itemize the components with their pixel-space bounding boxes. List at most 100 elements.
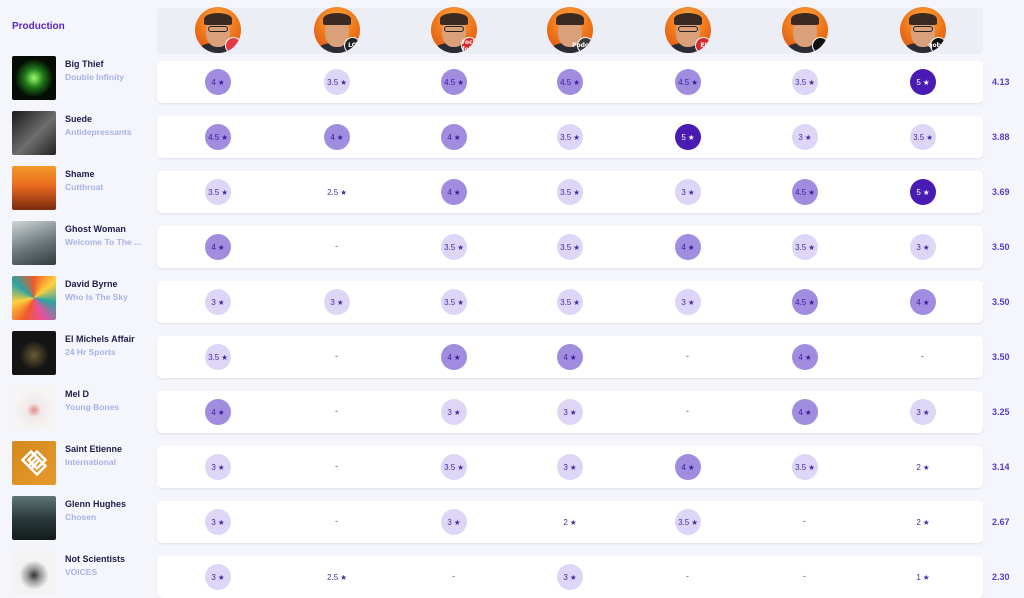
rating-badge[interactable]: 3.5 ★ <box>324 69 350 95</box>
rating-badge[interactable]: 3.5 ★ <box>441 234 467 260</box>
rating-value: 3 <box>211 517 216 527</box>
rating-badge[interactable]: 4 ★ <box>792 399 818 425</box>
album-title[interactable]: Double Infinity <box>65 72 125 82</box>
rating-badge[interactable]: 4 ★ <box>441 179 467 205</box>
rating-badge[interactable]: 3 ★ <box>792 124 818 150</box>
rating-badge[interactable]: 4 ★ <box>441 124 467 150</box>
rating-badge[interactable]: 2 ★ <box>910 454 936 480</box>
reviewer-avatar[interactable]: rock folk <box>431 7 477 53</box>
reviewer-avatar[interactable] <box>195 7 241 53</box>
rating-badge[interactable]: 3.5 ★ <box>557 289 583 315</box>
rating-badge[interactable]: 3.5 ★ <box>792 234 818 260</box>
sketch-cover[interactable] <box>12 551 56 595</box>
rating-badge[interactable]: 3.5 ★ <box>205 179 231 205</box>
album-row[interactable] <box>157 501 983 543</box>
album-title[interactable]: Chosen <box>65 512 97 522</box>
star-icon: ★ <box>457 242 464 252</box>
rating-badge[interactable]: 3 ★ <box>557 564 583 590</box>
rating-badge[interactable]: 3.5 ★ <box>557 234 583 260</box>
reviewer-avatar[interactable]: Podcast <box>547 7 593 53</box>
rating-badge[interactable]: 3 ★ <box>910 234 936 260</box>
rating-badge[interactable]: 4 ★ <box>675 454 701 480</box>
pale-portrait-cover[interactable] <box>12 386 56 430</box>
artist-name[interactable]: Mel D <box>65 389 90 399</box>
album-title[interactable]: VOICES <box>65 567 98 577</box>
rating-badge[interactable]: 4 ★ <box>910 289 936 315</box>
rating-badge[interactable]: 4.5 ★ <box>205 124 231 150</box>
reviewer-avatar[interactable] <box>782 7 828 53</box>
rating-badge[interactable]: 4 ★ <box>441 344 467 370</box>
orange-diamond-cover[interactable] <box>12 441 56 485</box>
artist-name[interactable]: Ghost Woman <box>65 224 126 234</box>
rating-badge[interactable]: 3.5 ★ <box>675 509 701 535</box>
rating-badge[interactable]: 4 ★ <box>557 344 583 370</box>
reviewer-avatar[interactable]: EJ <box>665 7 711 53</box>
star-icon: ★ <box>336 297 344 307</box>
green-orb-cover[interactable] <box>12 56 56 100</box>
rating-badge[interactable]: 3.5 ★ <box>792 69 818 95</box>
reviewer-avatar[interactable]: qobuz <box>900 7 946 53</box>
artist-name[interactable]: Glenn Hughes <box>65 499 127 509</box>
reviewer-avatar[interactable]: LO <box>314 7 360 53</box>
album-title[interactable]: International <box>65 457 117 467</box>
rating-badge[interactable]: 4 ★ <box>205 399 231 425</box>
rating-badge[interactable]: 2 ★ <box>557 509 583 535</box>
rating-badge[interactable]: 5 ★ <box>910 179 936 205</box>
album-title[interactable]: Young Bones <box>65 402 120 412</box>
rating-badge[interactable]: 3 ★ <box>441 509 467 535</box>
bw-figures-cover[interactable] <box>12 111 56 155</box>
spiral-cover[interactable] <box>12 276 56 320</box>
rating-badge[interactable]: 4 ★ <box>675 234 701 260</box>
rating-badge[interactable]: 3 ★ <box>205 564 231 590</box>
rating-badge[interactable]: 3 ★ <box>557 399 583 425</box>
rating-badge[interactable]: 3.5 ★ <box>792 454 818 480</box>
artist-name[interactable]: Not Scientists <box>65 554 126 564</box>
album-title[interactable]: Cutthroat <box>65 182 104 192</box>
sunset-cover[interactable] <box>12 166 56 210</box>
rating-badge[interactable]: 3 ★ <box>205 509 231 535</box>
rating-badge[interactable]: 3.5 ★ <box>557 124 583 150</box>
rating-badge[interactable]: 3.5 ★ <box>441 454 467 480</box>
rating-badge[interactable]: 3 ★ <box>324 289 350 315</box>
rating-badge[interactable]: 4 ★ <box>205 69 231 95</box>
rating-badge[interactable]: 2.5 ★ <box>324 564 350 590</box>
rating-badge[interactable]: 4.5 ★ <box>557 69 583 95</box>
rating-badge[interactable]: 5 ★ <box>675 124 701 150</box>
rating-badge[interactable]: 4.5 ★ <box>792 179 818 205</box>
rating-badge[interactable]: 3 ★ <box>675 179 701 205</box>
album-title[interactable]: Welcome To The ... <box>65 237 142 247</box>
rating-badge[interactable]: 3.5 ★ <box>205 344 231 370</box>
rating-badge[interactable]: 2.5 ★ <box>324 179 350 205</box>
rating-badge[interactable]: 3 ★ <box>675 289 701 315</box>
rating-badge[interactable]: 4.5 ★ <box>792 289 818 315</box>
rating-badge[interactable]: 4 ★ <box>205 234 231 260</box>
album-title[interactable]: Antidepressants <box>65 127 132 137</box>
street-cover[interactable] <box>12 221 56 265</box>
rating-badge[interactable]: 4.5 ★ <box>675 69 701 95</box>
rating-badge[interactable]: 3 ★ <box>557 454 583 480</box>
rating-badge[interactable]: 4.5 ★ <box>441 69 467 95</box>
rating-badge[interactable]: 3 ★ <box>441 399 467 425</box>
rating-badge[interactable]: 3 ★ <box>910 399 936 425</box>
album-title[interactable]: 24 Hr Sports <box>65 347 116 357</box>
lake-cover[interactable] <box>12 496 56 540</box>
rating-badge[interactable]: 4 ★ <box>792 344 818 370</box>
artist-name[interactable]: Shame <box>65 169 95 179</box>
rating-badge[interactable]: 5 ★ <box>910 69 936 95</box>
rating-badge[interactable]: 4 ★ <box>324 124 350 150</box>
artist-name[interactable]: Saint Etienne <box>65 444 123 454</box>
dark-trophy-cover[interactable] <box>12 331 56 375</box>
artist-name[interactable]: El Michels Affair <box>65 334 135 344</box>
star-icon: ★ <box>687 242 695 252</box>
rating-badge[interactable]: 3 ★ <box>205 454 231 480</box>
rating-badge[interactable]: 1 ★ <box>910 564 936 590</box>
rating-badge[interactable]: 2 ★ <box>910 509 936 535</box>
album-title[interactable]: Who Is The Sky <box>65 292 128 302</box>
artist-name[interactable]: Suede <box>65 114 93 124</box>
rating-badge[interactable]: 3.5 ★ <box>441 289 467 315</box>
artist-name[interactable]: David Byrne <box>65 279 118 289</box>
rating-badge[interactable]: 3.5 ★ <box>910 124 936 150</box>
artist-name[interactable]: Big Thief <box>65 59 104 69</box>
rating-badge[interactable]: 3.5 ★ <box>557 179 583 205</box>
rating-badge[interactable]: 3 ★ <box>205 289 231 315</box>
